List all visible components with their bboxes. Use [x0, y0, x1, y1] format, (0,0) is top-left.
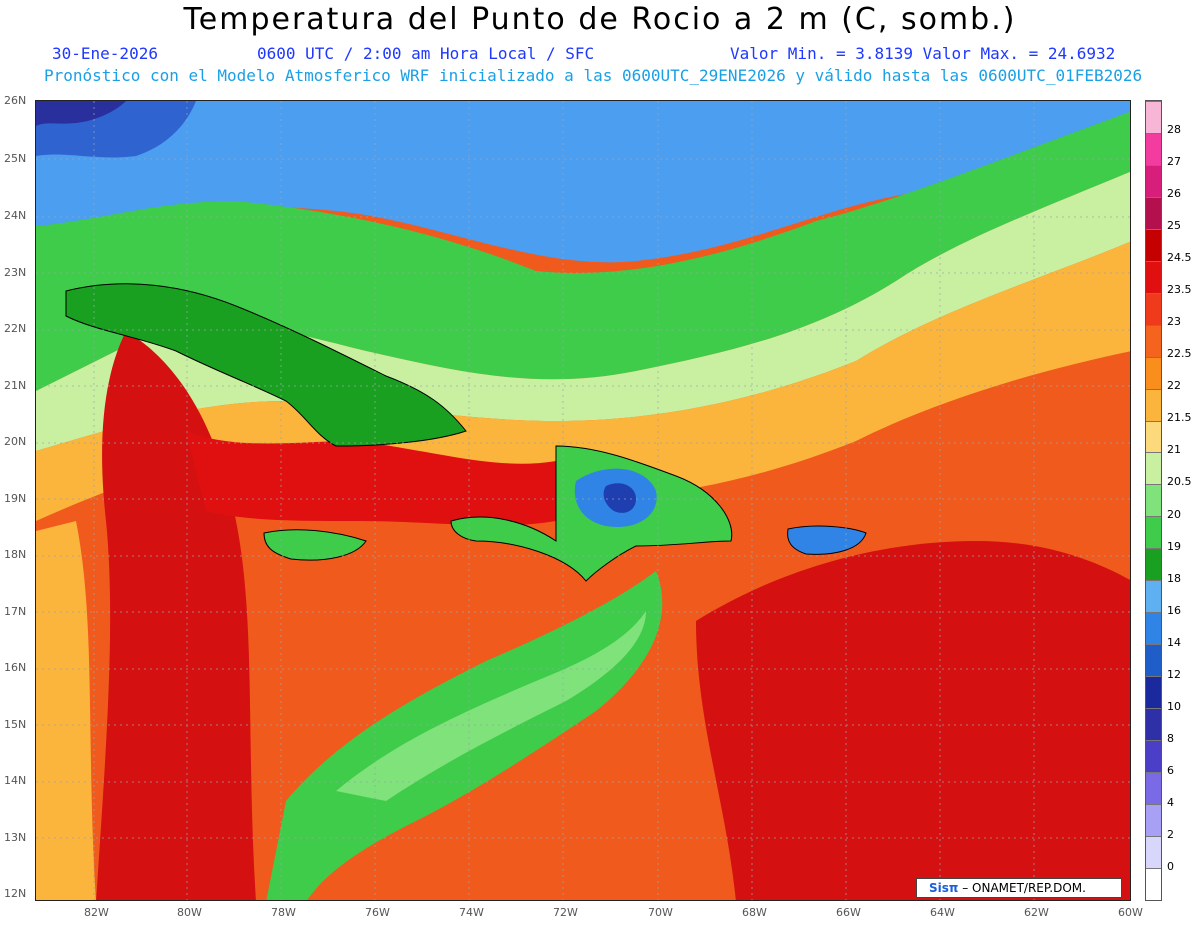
lon-label: 72W: [553, 906, 578, 919]
lon-label: 78W: [271, 906, 296, 919]
florida-darkest-zone: [36, 101, 126, 126]
colorbar-segment: [1146, 676, 1161, 709]
north-blue-zone: [36, 101, 1130, 263]
credit-box: Sisπ – ONAMET/REP.DOM.: [916, 878, 1122, 898]
lat-label: 13N: [4, 831, 27, 844]
colorbar-level-label: 6: [1167, 763, 1174, 777]
colorbar-segment: [1146, 803, 1161, 836]
sispi-logo-text: Sisπ: [929, 881, 959, 895]
forecast-date: 30-Ene-2026: [52, 44, 158, 63]
colorbar-segment: [1146, 356, 1161, 389]
central-light-green: [336, 611, 646, 801]
colorbar-segment: [1146, 388, 1161, 421]
colorbar-segment: [1146, 324, 1161, 357]
colorbar-level-label: 24.5: [1167, 251, 1192, 265]
colorbar-level-label: 21.5: [1167, 411, 1192, 425]
colorbar-level-label: 26: [1167, 187, 1181, 201]
lat-label: 26N: [4, 94, 27, 107]
colorbar-segment: [1146, 101, 1161, 133]
lon-label: 60W: [1118, 906, 1143, 919]
colorbar-segment: [1146, 228, 1161, 261]
lat-label: 19N: [4, 492, 27, 505]
colorbar-segment: [1146, 132, 1161, 165]
colorbar-level-label: 22.5: [1167, 347, 1192, 361]
colorbar-level-label: 2: [1167, 827, 1174, 841]
colorbar-level-label: 16: [1167, 603, 1181, 617]
colorbar: [1145, 100, 1162, 901]
graticule: [36, 101, 1130, 900]
colorbar-level-label: 18: [1167, 571, 1181, 585]
lat-label: 22N: [4, 322, 27, 335]
lon-label: 68W: [742, 906, 767, 919]
colorbar-level-label: 8: [1167, 731, 1174, 745]
lat-label: 23N: [4, 266, 27, 279]
hispaniola-peak: [603, 483, 636, 513]
model-info: Pronóstico con el Modelo Atmosferico WRF…: [44, 66, 1143, 85]
lon-label: 62W: [1024, 906, 1049, 919]
colorbar-segment: [1146, 548, 1161, 581]
colorbar-level-label: 23.5: [1167, 283, 1192, 297]
colorbar-segment: [1146, 164, 1161, 197]
lon-label: 66W: [836, 906, 861, 919]
colorbar-segment: [1146, 196, 1161, 229]
jamaica-landmass: [263, 529, 367, 561]
lon-label: 82W: [84, 906, 109, 919]
colorbar-segment: [1146, 835, 1161, 868]
colorbar-level-label: 22: [1167, 379, 1181, 393]
map-field: [36, 101, 1130, 900]
lat-label: 20N: [4, 435, 27, 448]
colorbar-segment: [1146, 420, 1161, 453]
lat-label: 18N: [4, 548, 27, 561]
lon-label: 74W: [459, 906, 484, 919]
colorbar-segment: [1146, 292, 1161, 325]
southeast-red-zone: [696, 541, 1130, 900]
colorbar-level-label: 10: [1167, 699, 1181, 713]
lon-label: 80W: [177, 906, 202, 919]
colorbar-level-label: 0: [1167, 859, 1174, 873]
lat-label: 14N: [4, 774, 27, 787]
colorbar-segment: [1146, 452, 1161, 485]
lon-label: 76W: [365, 906, 390, 919]
lat-label: 24N: [4, 209, 27, 222]
lat-label: 12N: [4, 887, 27, 900]
lon-label: 70W: [648, 906, 673, 919]
colorbar-level-label: 27: [1167, 155, 1181, 169]
colorbar-segment: [1146, 484, 1161, 517]
dewpoint-map: [35, 100, 1131, 901]
southwest-orange-strip: [36, 521, 96, 900]
colorbar-segment: [1146, 260, 1161, 293]
credit-text: – ONAMET/REP.DOM.: [962, 881, 1086, 895]
min-max-values: Valor Min. = 3.8139 Valor Max. = 24.6932: [730, 44, 1116, 63]
colorbar-level-label: 25: [1167, 219, 1181, 233]
green-band: [36, 111, 1130, 391]
colorbar-level-label: 14: [1167, 635, 1181, 649]
colorbar-level-label: 20.5: [1167, 475, 1192, 489]
colorbar-level-label: 21: [1167, 443, 1181, 457]
colorbar-segment: [1146, 612, 1161, 645]
lon-label: 64W: [930, 906, 955, 919]
map-title: Temperatura del Punto de Rocio a 2 m (C,…: [183, 2, 1017, 37]
caribbean-red-zone: [186, 431, 556, 526]
colorbar-segment: [1146, 644, 1161, 677]
lat-label: 21N: [4, 379, 27, 392]
colorbar-level-label: 4: [1167, 795, 1174, 809]
colorbar-segment: [1146, 580, 1161, 613]
lat-label: 15N: [4, 718, 27, 731]
colorbar-level-label: 19: [1167, 539, 1181, 553]
lat-label: 17N: [4, 605, 27, 618]
forecast-time: 0600 UTC / 2:00 am Hora Local / SFC: [257, 44, 595, 63]
colorbar-segment: [1146, 772, 1161, 804]
colorbar-level-label: 12: [1167, 667, 1181, 681]
colorbar-segment: [1146, 516, 1161, 549]
colorbar-segment: [1146, 867, 1161, 900]
colorbar-level-label: 28: [1167, 123, 1181, 137]
colorbar-segment: [1146, 708, 1161, 741]
colorbar-level-label: 20: [1167, 507, 1181, 521]
lat-label: 16N: [4, 661, 27, 674]
colorbar-level-label: 23: [1167, 315, 1181, 329]
colorbar-segment: [1146, 740, 1161, 773]
lat-label: 25N: [4, 152, 27, 165]
cuba-landmass: [65, 283, 467, 447]
